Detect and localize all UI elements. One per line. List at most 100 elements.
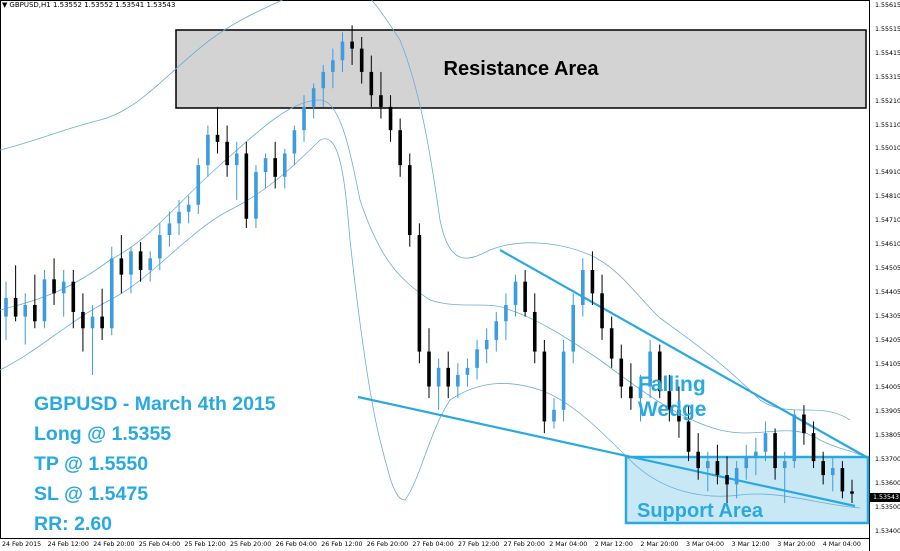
- lower-band-line: [0, 138, 861, 509]
- bull-candle: [571, 304, 576, 352]
- bull-candle: [456, 374, 460, 387]
- price-tick-label: 1.54005: [875, 384, 900, 392]
- bear-candle: [686, 421, 691, 452]
- time-tick-label: 27 Feb 20:00: [503, 541, 545, 548]
- bear-candle: [802, 414, 806, 434]
- dropdown-triangle-icon[interactable]: ▼: [2, 1, 8, 9]
- trade-info-block: GBPUSD - March 4th 2015 Long @ 1.5355 TP…: [34, 389, 276, 539]
- bull-candle: [705, 461, 710, 469]
- bull-candle: [754, 451, 758, 457]
- bear-candle: [840, 468, 845, 492]
- time-tick-label: 3 Mar 20:00: [777, 541, 816, 548]
- price-tick-label: 1.55515: [875, 25, 900, 33]
- time-tick-label: 24 Feb 12:00: [47, 541, 89, 548]
- bear-candle: [667, 391, 672, 410]
- bear-candle: [657, 351, 662, 392]
- support-label: Support Area: [637, 500, 763, 522]
- bear-candle: [629, 386, 633, 399]
- price-tick-label: 1.55415: [875, 49, 900, 57]
- time-tick-label: 25 Feb 12:00: [184, 541, 226, 548]
- trade-take-profit: TP @ 1.5550: [34, 453, 149, 475]
- price-tick-label: 1.54910: [875, 169, 900, 177]
- bear-candle: [821, 461, 825, 476]
- time-tick-label: 27 Feb 04:00: [412, 541, 454, 548]
- time-tick-label: 2 Mar 12:00: [594, 541, 633, 548]
- trade-stop-loss: SL @ 1.5475: [34, 483, 149, 505]
- bull-candle: [148, 258, 153, 270]
- bear-candle: [81, 311, 85, 329]
- wedge-lower-trendline: [357, 395, 856, 508]
- bull-candle: [494, 321, 499, 340]
- price-tick-label: 1.55010: [875, 145, 900, 153]
- bear-candle: [359, 48, 364, 72]
- trade-entry: Long @ 1.5355: [34, 423, 172, 445]
- bear-candle: [773, 433, 777, 469]
- bull-candle: [61, 281, 66, 294]
- bull-candle: [504, 304, 508, 322]
- price-tick-label: 1.54610: [875, 241, 900, 248]
- bear-candle: [138, 251, 143, 270]
- bull-candle: [513, 281, 518, 305]
- bull-candle: [436, 367, 441, 387]
- bull-candle: [465, 367, 470, 375]
- wedge-label-line2: Wedge: [638, 398, 707, 421]
- bear-candle: [811, 433, 816, 462]
- bear-candle: [52, 279, 56, 294]
- bear-candle: [590, 270, 595, 294]
- bear-candle: [398, 130, 402, 166]
- time-tick-label: 2 Mar 20:00: [640, 541, 679, 548]
- time-tick-label: 26 Feb 04:00: [275, 541, 317, 548]
- bull-candle: [484, 339, 489, 350]
- bear-candle: [119, 258, 124, 275]
- bull-candle: [90, 316, 95, 329]
- bear-candle: [215, 134, 220, 142]
- candles-group: [4, 25, 854, 504]
- bear-candle: [350, 41, 354, 49]
- bull-candle: [734, 468, 739, 485]
- bull-candle: [177, 211, 181, 224]
- price-tick-label: 1.55315: [875, 73, 900, 81]
- current-price-badge: 1.53543: [870, 493, 900, 502]
- bear-candle: [100, 316, 104, 329]
- bear-candle: [33, 304, 37, 322]
- time-tick-label: 25 Feb 04:00: [138, 541, 181, 548]
- bull-candle: [292, 130, 297, 154]
- bear-candle: [696, 451, 700, 469]
- bull-candle: [830, 468, 835, 476]
- bull-candle: [648, 351, 652, 387]
- bull-candle: [475, 349, 479, 368]
- wedge-upper-trendline: [499, 249, 869, 459]
- bull-candle: [23, 304, 28, 317]
- bull-candle: [311, 88, 316, 107]
- time-tick-label: 27 Feb 12:00: [458, 541, 500, 548]
- bull-candle: [561, 351, 566, 410]
- bear-candle: [619, 358, 624, 387]
- upper-band-line: [0, 0, 851, 421]
- trade-title: GBPUSD - March 4th 2015: [34, 393, 276, 415]
- bear-candle: [532, 311, 537, 352]
- bull-candle: [234, 153, 239, 166]
- bear-candle: [725, 475, 729, 485]
- price-tick-label: 1.53500: [875, 503, 900, 511]
- middle-band-line: [0, 99, 861, 456]
- symbol-line: GBPUSD,H1 1.53552 1.53552 1.53541 1.5354…: [9, 1, 176, 9]
- bull-candle: [321, 71, 326, 89]
- bull-candle: [282, 153, 287, 177]
- time-tick-label: 3 Mar 04:00: [686, 541, 725, 548]
- price-tick-label: 1.54105: [875, 360, 900, 368]
- bear-candle: [850, 491, 854, 494]
- time-tick-label: 4 Mar 04:00: [822, 541, 861, 548]
- time-tick-label: 24 Feb 20:00: [93, 541, 135, 548]
- bear-candle: [13, 297, 18, 317]
- price-tick-label: 1.55110: [875, 121, 900, 129]
- time-tick-label: 24 Feb 2015: [2, 541, 42, 548]
- bull-candle: [109, 258, 114, 329]
- bull-candle: [129, 251, 133, 275]
- bear-candle: [677, 409, 681, 422]
- bull-candle: [263, 158, 268, 173]
- bear-candle: [244, 153, 249, 219]
- price-tick-label: 1.53805: [875, 432, 900, 440]
- price-tick-label: 1.53700: [875, 456, 900, 464]
